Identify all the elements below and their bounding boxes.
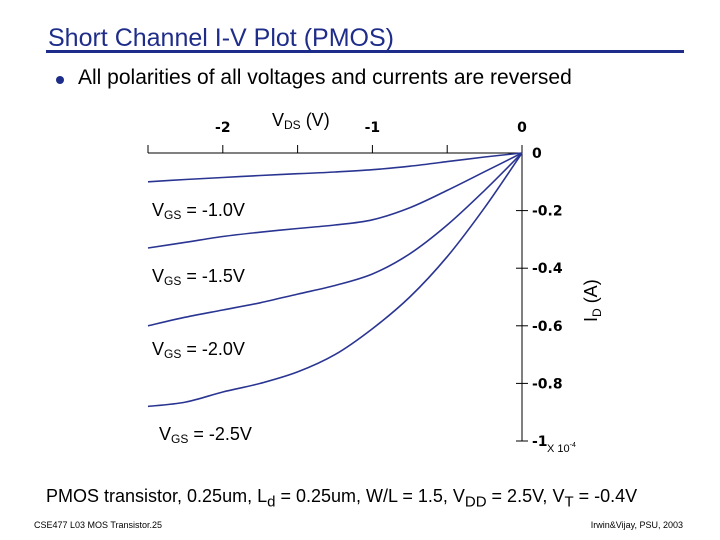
- caption-part: = -0.4V: [573, 486, 638, 506]
- x-tick-label: -1: [365, 120, 381, 136]
- y-tick-label: -0.4: [532, 261, 563, 277]
- series-label-sub: GS: [164, 347, 181, 361]
- caption-part: = 2.5V, V: [486, 486, 565, 506]
- series-label-rest: = -1.5V: [181, 266, 245, 286]
- y-axis-label-main: I: [581, 317, 601, 322]
- x-axis-label: VDS (V): [272, 110, 330, 132]
- y-axis-label-sub: D: [590, 308, 604, 317]
- series-label-rest: = -2.0V: [181, 339, 245, 359]
- x-tick-label: 0: [517, 120, 527, 136]
- series-label-main: V: [159, 424, 171, 444]
- caption-part: PMOS transistor, 0.25um, L: [46, 486, 268, 506]
- caption-sub: DD: [464, 493, 487, 511]
- y-scale-exp: -4: [570, 442, 576, 449]
- x-axis-label-sub: DS: [284, 118, 301, 132]
- y-tick-label: -0.6: [532, 319, 563, 335]
- series-label: VGS = -2.0V: [152, 339, 245, 361]
- footer-left: CSE477 L03 MOS Transistor.25: [34, 520, 163, 530]
- series-label-main: V: [152, 200, 164, 220]
- x-tick-label: -2: [215, 120, 231, 136]
- series-label-main: V: [152, 339, 164, 359]
- y-tick-label: 0: [532, 146, 542, 162]
- title-underline: [46, 50, 684, 53]
- caption-sub: T: [564, 493, 574, 511]
- series-label-sub: GS: [164, 274, 181, 288]
- series-line: [147, 152, 523, 408]
- slide-title: Short Channel I-V Plot (PMOS): [48, 24, 394, 52]
- caption: PMOS transistor, 0.25um, Ld = 0.25um, W/…: [46, 486, 637, 511]
- series-label: VGS = -1.5V: [152, 266, 245, 288]
- series-label-sub: GS: [171, 432, 188, 446]
- bullet-dot-icon: [56, 76, 64, 84]
- y-tick-label: -1: [532, 434, 548, 450]
- series-label: VGS = -2.5V: [159, 424, 252, 446]
- series-label-sub: GS: [164, 208, 181, 222]
- y-scale-note: X 10-4: [547, 442, 576, 455]
- series-label-rest: = -1.0V: [181, 200, 245, 220]
- series-line: [147, 152, 523, 327]
- bullet-text: All polarities of all voltages and curre…: [78, 66, 572, 89]
- footer-right: Irwin&Vijay, PSU, 2003: [590, 520, 683, 530]
- x-axis-label-unit: (V): [301, 110, 330, 130]
- series-label-main: V: [152, 266, 164, 286]
- series-line: [147, 152, 523, 249]
- caption-part: = 0.25um, W/L = 1.5, V: [275, 486, 465, 506]
- x-axis-label-main: V: [272, 110, 284, 130]
- caption-sub: d: [267, 493, 276, 511]
- series-line: [147, 152, 523, 183]
- y-tick-label: -0.8: [532, 376, 563, 392]
- y-scale-main: X 10: [547, 443, 570, 455]
- y-tick-label: -0.2: [532, 204, 563, 220]
- series-label: VGS = -1.0V: [152, 200, 245, 222]
- series-label-rest: = -2.5V: [188, 424, 252, 444]
- y-axis-label-unit: (A): [581, 279, 601, 308]
- y-axis-label: ID (A): [581, 279, 604, 322]
